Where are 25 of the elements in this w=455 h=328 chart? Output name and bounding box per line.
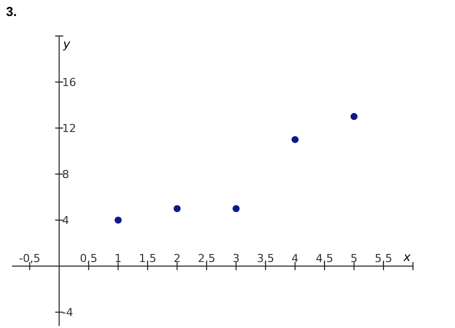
- y-tick-label: 16: [62, 76, 76, 90]
- y-tick-label: 8: [62, 168, 70, 182]
- x-tick-label: 1,5: [138, 252, 156, 266]
- y-tick-label: -4: [62, 306, 74, 320]
- x-tick-label: 2,5: [198, 252, 216, 266]
- y-axis-title: y: [62, 37, 72, 51]
- x-tick-label: 0,5: [80, 252, 98, 266]
- point: [174, 205, 181, 212]
- chart-title: 3.: [6, 4, 17, 19]
- point: [350, 113, 358, 120]
- x-tick-label: 4: [292, 252, 299, 266]
- x-tick-label: 1: [114, 252, 122, 266]
- x-tick-label: 5: [350, 252, 358, 266]
- y-tick-label: 4: [62, 214, 70, 228]
- y-tick-label: 12: [62, 122, 76, 136]
- point: [292, 136, 299, 144]
- x-tick-label: -0,5: [18, 252, 40, 266]
- x-tick-label: 2: [174, 252, 181, 266]
- x-tick-label: 3: [232, 252, 240, 266]
- x-tick-label: 4,5: [316, 252, 334, 266]
- x-tick-label: 5,5: [374, 252, 392, 266]
- point: [232, 205, 240, 212]
- x-axis-title: x: [402, 250, 412, 264]
- point: [114, 216, 122, 224]
- x-tick-label: 3,5: [256, 252, 274, 266]
